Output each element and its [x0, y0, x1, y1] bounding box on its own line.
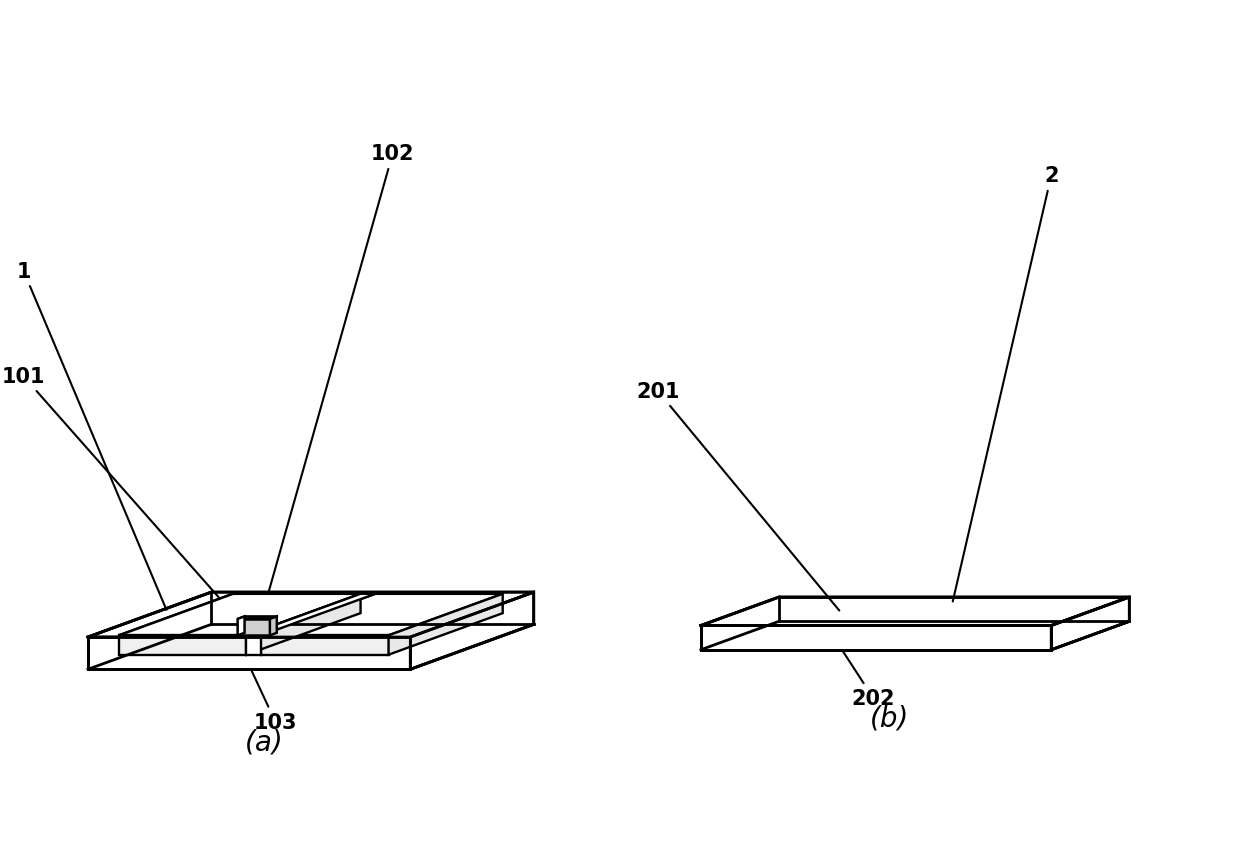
Polygon shape — [1052, 597, 1130, 650]
Polygon shape — [88, 637, 410, 670]
Polygon shape — [262, 594, 502, 635]
Text: 102: 102 — [262, 144, 414, 616]
Text: 2: 2 — [952, 166, 1059, 601]
Polygon shape — [410, 593, 533, 670]
Polygon shape — [388, 594, 502, 655]
Polygon shape — [270, 617, 277, 635]
Polygon shape — [262, 635, 388, 655]
Polygon shape — [701, 626, 1052, 650]
Text: 1: 1 — [16, 261, 166, 610]
Polygon shape — [238, 617, 244, 635]
Polygon shape — [247, 594, 376, 635]
Text: 103: 103 — [252, 671, 298, 732]
Polygon shape — [238, 619, 270, 635]
Polygon shape — [88, 593, 533, 637]
Polygon shape — [238, 617, 277, 619]
Text: 201: 201 — [636, 381, 839, 611]
Text: (b): (b) — [870, 704, 909, 732]
Polygon shape — [247, 594, 361, 655]
Polygon shape — [119, 594, 502, 635]
Polygon shape — [119, 594, 361, 635]
Polygon shape — [247, 635, 262, 655]
Text: (a): (a) — [244, 728, 283, 756]
Text: 202: 202 — [843, 652, 895, 709]
Polygon shape — [119, 635, 247, 655]
Text: 101: 101 — [1, 367, 231, 611]
Polygon shape — [701, 597, 1130, 626]
